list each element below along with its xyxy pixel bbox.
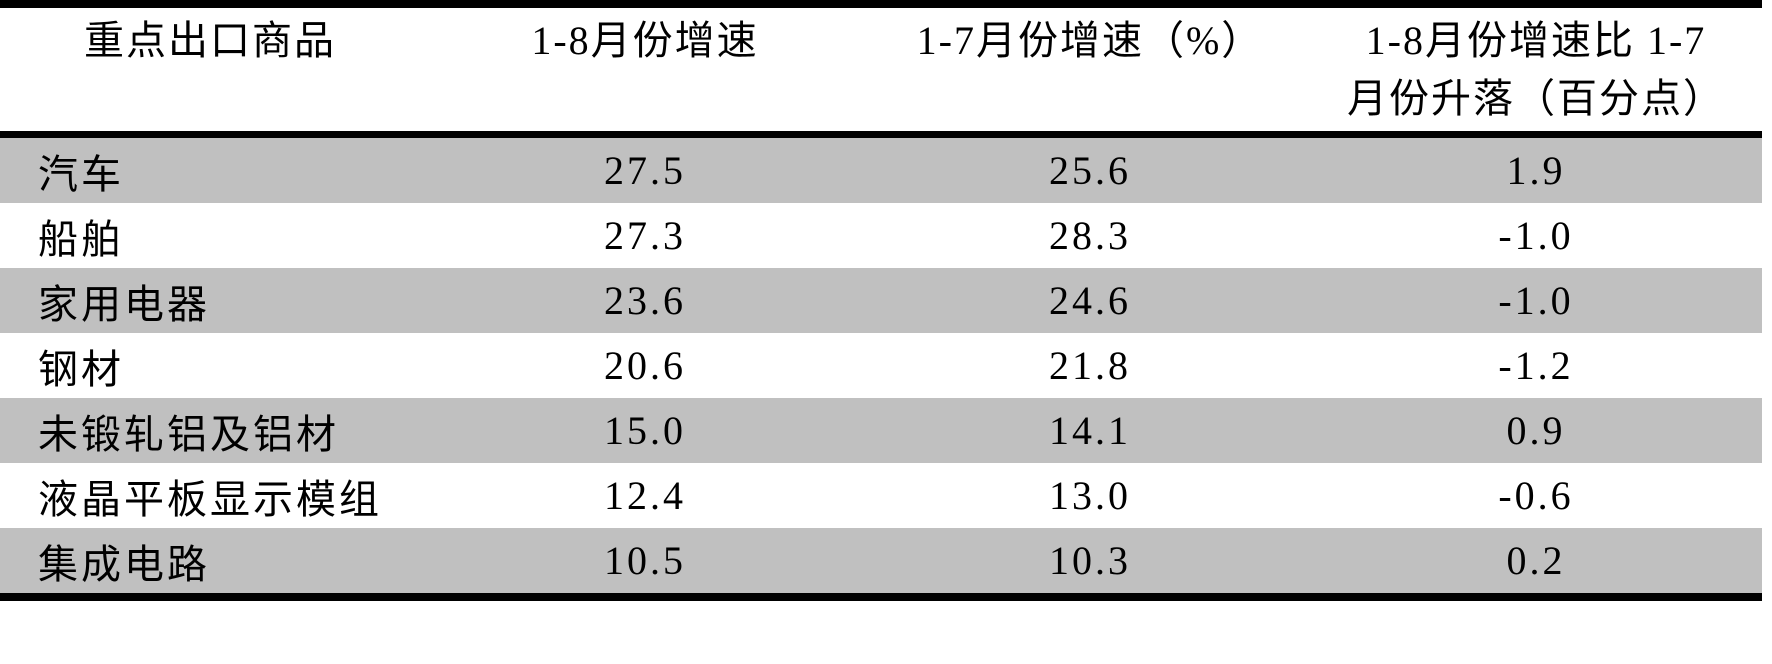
aug-growth-value: 27.3 xyxy=(604,213,686,258)
jul-growth-value: 13.0 xyxy=(1049,473,1131,518)
growth-diff-value: 0.9 xyxy=(1506,408,1566,453)
jul-growth-value: 10.3 xyxy=(1049,538,1131,583)
header-jul-growth: 1-7月份增速（%） xyxy=(916,18,1264,63)
aug-growth-value: 15.0 xyxy=(604,408,686,453)
table-row: 液晶平板显示模组 12.4 13.0 -0.6 xyxy=(0,463,1762,528)
table-header-rule xyxy=(0,131,1762,138)
commodity-name: 集成电路 xyxy=(38,541,210,587)
table-row: 未锻轧铝及铝材 15.0 14.1 0.9 xyxy=(0,398,1762,463)
header-commodity: 重点出口商品 xyxy=(84,18,336,63)
table-bottom-rule xyxy=(0,593,1762,601)
growth-diff-value: 1.9 xyxy=(1506,148,1566,193)
commodity-name: 汽车 xyxy=(38,151,124,197)
commodity-name: 液晶平板显示模组 xyxy=(38,476,382,522)
aug-growth-value: 20.6 xyxy=(604,343,686,388)
table-header-row: 重点出口商品 1-8月份增速 1-7月份增速（%） 1-8月份增速比 1-7 月… xyxy=(0,8,1762,131)
commodity-name: 船舶 xyxy=(38,216,124,262)
table-body: 汽车 27.5 25.6 1.9 船舶 27.3 28.3 -1.0 家用电器 … xyxy=(0,138,1762,593)
commodity-name: 家用电器 xyxy=(38,281,210,327)
aug-growth-value: 10.5 xyxy=(604,538,686,583)
export-growth-table: 重点出口商品 1-8月份增速 1-7月份增速（%） 1-8月份增速比 1-7 月… xyxy=(0,0,1762,601)
growth-diff-value: -1.0 xyxy=(1498,278,1574,323)
header-growth-diff-line1: 1-8月份增速比 1-7 xyxy=(1365,18,1707,63)
growth-diff-value: -1.2 xyxy=(1498,343,1574,388)
jul-growth-value: 14.1 xyxy=(1049,408,1131,453)
commodity-name: 未锻轧铝及铝材 xyxy=(38,411,339,457)
jul-growth-value: 25.6 xyxy=(1049,148,1131,193)
header-growth-diff: 1-8月份增速比 1-7 月份升落（百分点） xyxy=(1310,12,1762,131)
growth-diff-value: 0.2 xyxy=(1506,538,1566,583)
growth-diff-value: -0.6 xyxy=(1498,473,1574,518)
aug-growth-value: 27.5 xyxy=(604,148,686,193)
header-aug-growth: 1-8月份增速 xyxy=(531,18,759,63)
header-growth-diff-line2: 月份升落（百分点） xyxy=(1347,76,1725,121)
table-row: 汽车 27.5 25.6 1.9 xyxy=(0,138,1762,203)
table-row: 钢材 20.6 21.8 -1.2 xyxy=(0,333,1762,398)
aug-growth-value: 23.6 xyxy=(604,278,686,323)
growth-diff-value: -1.0 xyxy=(1498,213,1574,258)
table-row: 集成电路 10.5 10.3 0.2 xyxy=(0,528,1762,593)
jul-growth-value: 28.3 xyxy=(1049,213,1131,258)
table-row: 家用电器 23.6 24.6 -1.0 xyxy=(0,268,1762,333)
table-top-rule xyxy=(0,0,1762,8)
table-row: 船舶 27.3 28.3 -1.0 xyxy=(0,203,1762,268)
jul-growth-value: 24.6 xyxy=(1049,278,1131,323)
jul-growth-value: 21.8 xyxy=(1049,343,1131,388)
aug-growth-value: 12.4 xyxy=(604,473,686,518)
commodity-name: 钢材 xyxy=(38,346,124,392)
